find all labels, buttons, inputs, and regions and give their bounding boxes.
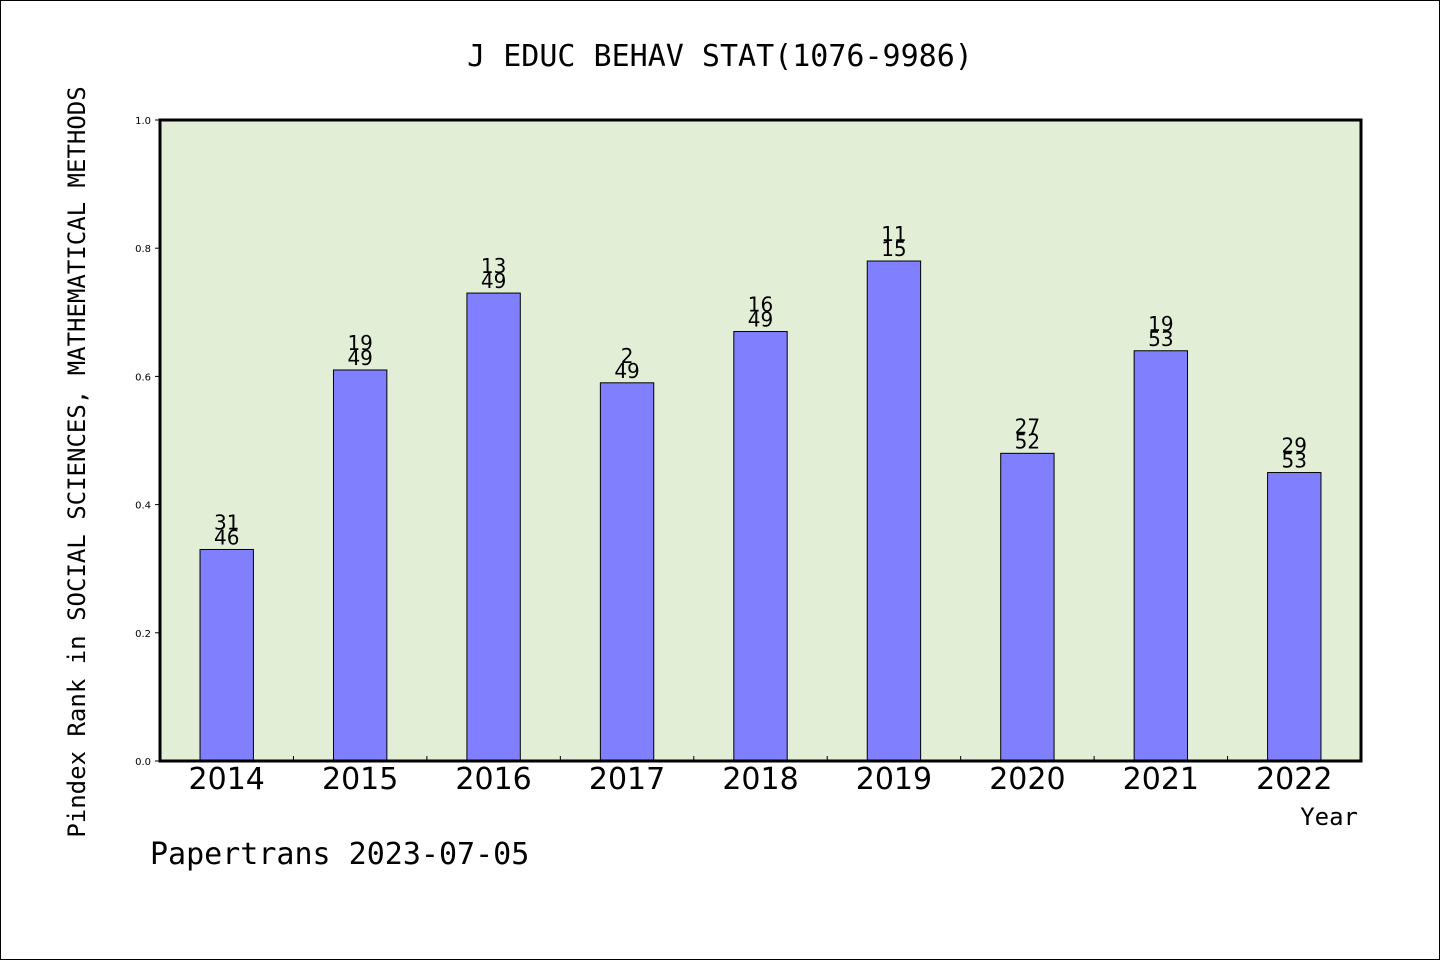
x-axis-label: Year [1300,803,1358,831]
bar-2022 [1267,472,1322,762]
chart-title: J EDUC BEHAV STAT(1076-9986) [467,39,973,74]
bar-2021 [1133,350,1189,762]
y-tick-label: 1.0 [135,116,151,127]
footer-credit: Papertrans 2023-07-05 [150,837,529,872]
total-label: 52 [1015,429,1040,453]
x-tick-label: 2014 [189,762,265,797]
bar-2018 [733,331,788,762]
y-tick-label: 0.0 [135,757,151,768]
total-label: 53 [1282,449,1307,473]
y-tick-label: 0.8 [135,244,151,255]
x-axis: 2014 2015 2016 2017 2018 2019 2020 2021 2022 [189,756,1332,797]
x-tick-label: 2020 [989,762,1065,797]
x-tick-label: 2021 [1123,762,1199,797]
y-tick-label: 0.6 [135,372,151,383]
total-label: 46 [214,525,239,549]
rank-label: 13 [481,254,506,278]
y-tick-label: 0.2 [135,629,151,640]
y-axis-label: Pindex Rank in SOCIAL SCIENCES, MATHEMAT… [63,86,91,837]
y-axis: 0.0 0.2 0.4 0.6 0.8 1.0 [135,116,160,768]
total-label: 49 [614,359,639,383]
x-tick-label: 2022 [1256,762,1332,797]
rank-label: 31 [214,510,239,534]
total-label: 49 [748,308,773,332]
rank-label: 16 [748,293,773,317]
bar-2015 [332,369,388,762]
rank-label: 2 [621,344,634,368]
rank-label: 29 [1282,434,1307,458]
y-tick-label: 0.4 [135,501,151,512]
bar-2019 [866,260,922,762]
x-tick-label: 2017 [589,762,665,797]
rank-label: 19 [1148,312,1173,336]
bar-2014 [199,548,254,762]
bar-2020 [1000,452,1055,762]
total-label: 15 [881,237,906,261]
x-tick-label: 2016 [455,762,531,797]
bar-2016 [466,292,521,762]
rank-label: 11 [881,222,906,246]
rank-label: 27 [1015,414,1040,438]
x-tick-label: 2015 [322,762,398,797]
total-label: 53 [1148,327,1173,351]
total-label: 49 [347,346,372,370]
x-tick-label: 2019 [856,762,932,797]
x-tick-label: 2018 [722,762,798,797]
plot-border [158,118,1363,763]
rank-label: 19 [347,331,372,355]
total-label: 49 [481,269,506,293]
bar-2017 [599,382,655,762]
bar-series [199,260,1322,762]
